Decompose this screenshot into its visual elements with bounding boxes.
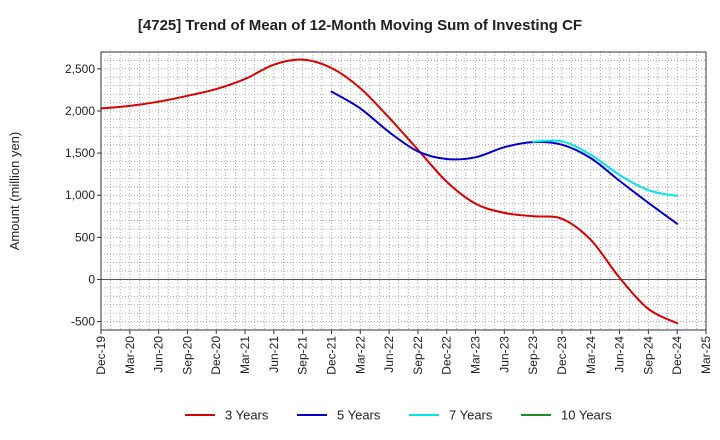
y-axis-label: Amount (million yen) — [7, 132, 22, 251]
x-tick-label: Jun-20 — [152, 336, 166, 373]
legend-label: 3 Years — [225, 408, 269, 423]
series-line-5-years — [330, 90, 679, 225]
series-line-7-years — [532, 139, 679, 198]
y-tick-labels: -500 0 500 1,000 1,500 2,000 2,500 — [65, 62, 101, 329]
y-tick-label: 1,000 — [65, 188, 95, 202]
grid — [101, 51, 706, 331]
x-tick-label: Jun-21 — [267, 336, 281, 373]
x-tick-label: Dec-20 — [209, 336, 223, 375]
x-tick-label: Dec-19 — [94, 336, 108, 375]
x-tick-label: Dec-22 — [440, 336, 454, 375]
series-lines — [100, 58, 679, 325]
x-tick-label: Dec-23 — [555, 336, 569, 375]
y-tick-label: 500 — [75, 230, 95, 244]
x-tick-label: Mar-24 — [584, 336, 598, 374]
series-line-3-years — [100, 58, 679, 325]
y-tick-label: 2,000 — [65, 104, 95, 118]
x-tick-label: Mar-22 — [353, 336, 367, 374]
x-tick-label: Mar-25 — [699, 336, 713, 374]
x-tick-label: Sep-24 — [641, 336, 655, 375]
plot-area-frame — [100, 51, 707, 331]
y-tick-label: -500 — [71, 315, 95, 329]
x-tick-label: Dec-21 — [324, 336, 338, 375]
y-tick-label: 2,500 — [65, 62, 95, 76]
x-tick-label: Sep-20 — [180, 336, 194, 375]
x-tick-label: Dec-24 — [670, 336, 684, 375]
legend-label: 10 Years — [561, 408, 612, 423]
y-tick-label: 1,500 — [65, 146, 95, 160]
x-tick-label: Jun-23 — [497, 336, 511, 373]
x-tick-label: Mar-20 — [123, 336, 137, 374]
x-tick-label: Mar-21 — [238, 336, 252, 374]
x-tick-label: Sep-23 — [526, 336, 540, 375]
x-tick-label: Jun-24 — [613, 336, 627, 373]
x-tick-labels: Dec-19 Mar-20 Jun-20 Sep-20 Dec-20 Mar-21 Jun-… — [94, 330, 713, 375]
legend-label: 7 Years — [449, 408, 493, 423]
legend: 3 Years 5 Years 7 Years 10 Years — [185, 408, 612, 423]
y-tick-label: 0 — [88, 272, 95, 286]
legend-label: 5 Years — [337, 408, 381, 423]
x-tick-label: Sep-22 — [411, 336, 425, 375]
x-tick-label: Jun-22 — [382, 336, 396, 373]
chart-title: [4725] Trend of Mean of 12-Month Moving … — [138, 17, 582, 34]
x-tick-label: Mar-23 — [469, 336, 483, 374]
x-tick-label: Sep-21 — [296, 336, 310, 375]
